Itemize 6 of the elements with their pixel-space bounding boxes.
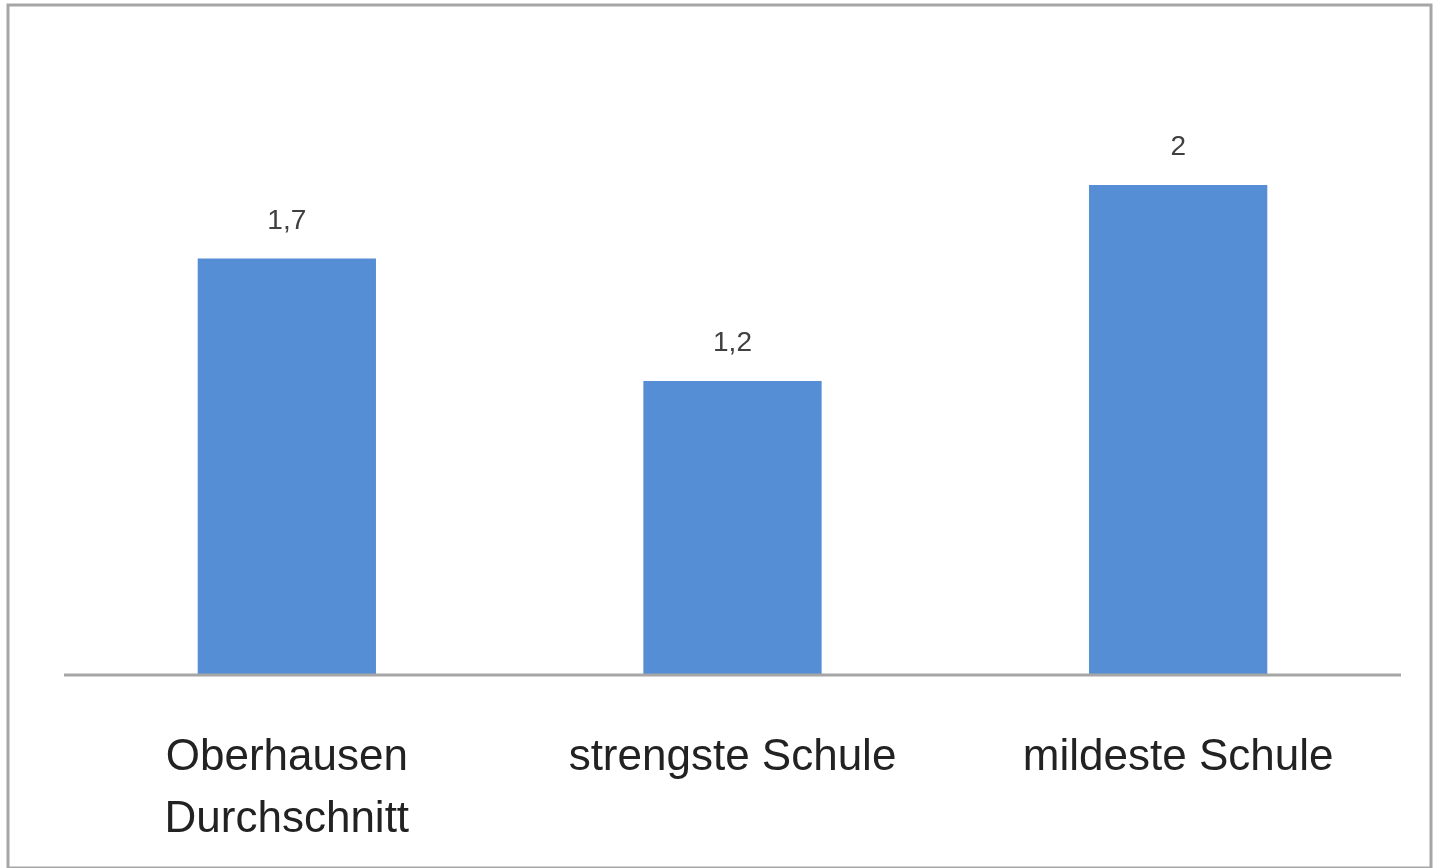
data-label: 1,7 (267, 203, 307, 235)
x-tick-label: strengste Schule (568, 730, 897, 779)
x-tick-label: mildeste Schule (1022, 730, 1334, 779)
data-label: 1,2 (713, 326, 752, 357)
x-tick-label: Oberhausen Durchschnitt (164, 730, 410, 841)
data-label: 2 (1170, 130, 1186, 161)
